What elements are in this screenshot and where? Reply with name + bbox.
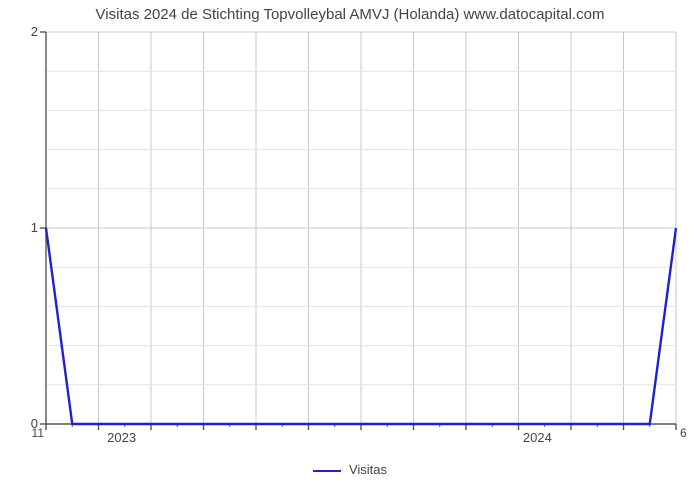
x-tick-label: 2024 bbox=[523, 430, 552, 445]
plot-area bbox=[46, 32, 676, 424]
chart-title: Visitas 2024 de Stichting Topvolleybal A… bbox=[0, 6, 700, 23]
x-tick-label: 2023 bbox=[107, 430, 136, 445]
y-tick-label: 1 bbox=[8, 220, 38, 235]
x-axis: 2023 2024 bbox=[46, 424, 676, 442]
chart-container: Visitas 2024 de Stichting Topvolleybal A… bbox=[0, 0, 700, 500]
x-corner-right: 6 bbox=[678, 426, 687, 440]
y-tick-label: 2 bbox=[8, 24, 38, 39]
legend-swatch bbox=[313, 470, 341, 472]
x-corner-left: 11 bbox=[32, 426, 46, 440]
legend: Visitas bbox=[0, 462, 700, 477]
legend-label: Visitas bbox=[349, 462, 387, 477]
